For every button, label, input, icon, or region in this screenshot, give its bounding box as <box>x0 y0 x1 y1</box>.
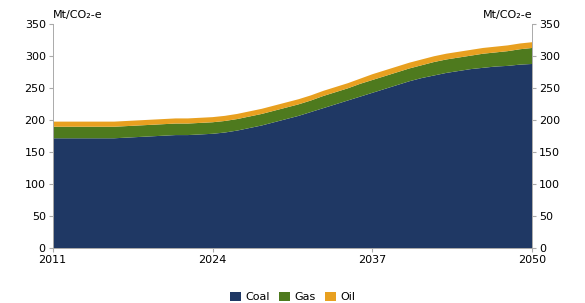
Text: Mt/CO₂-e: Mt/CO₂-e <box>483 10 532 20</box>
Legend: Coal, Gas, Oil: Coal, Gas, Oil <box>228 290 357 303</box>
Text: Mt/CO₂-e: Mt/CO₂-e <box>53 10 102 20</box>
